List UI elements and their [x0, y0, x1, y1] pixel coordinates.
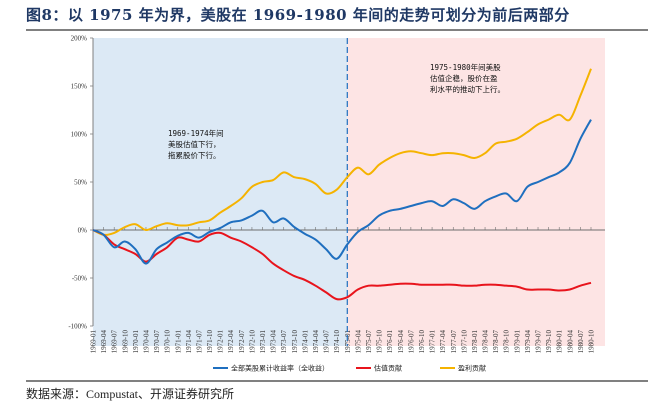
x-tick-label: 1977-07 [450, 330, 458, 354]
x-tick-label: 1980-10 [588, 330, 596, 354]
x-tick-label: 1979-10 [545, 330, 553, 354]
y-tick-label: 100% [71, 131, 88, 139]
legend-label: 估值贡献 [374, 364, 402, 373]
x-tick-label: 1970-01 [132, 330, 140, 354]
annotation-1975-1980: 1975-1980年间美股 [430, 62, 501, 72]
annotation-1975-1980: 估值企稳，股价在盈 [430, 73, 498, 83]
region-1975-1980 [347, 38, 605, 346]
x-tick-label: 1970-04 [142, 330, 150, 354]
series-line-valuation [92, 229, 592, 301]
legend-label: 全部美股累计收益率（全收益） [231, 364, 329, 373]
source-note: 数据来源：Compustat、开源证券研究所 [26, 387, 235, 401]
x-tick-label: 1972-07 [238, 330, 246, 354]
footer-rule [26, 380, 648, 382]
x-tick-label: 1977-04 [439, 330, 447, 354]
x-tick-label: 1980-01 [556, 330, 564, 354]
x-tick-label: 1975-10 [376, 330, 384, 354]
annotation-1969-1974: 美股估值下行， [168, 139, 221, 149]
x-tick-label: 1978-10 [503, 330, 511, 354]
x-tick-label: 1979-07 [535, 330, 543, 354]
x-tick-label: 1972-10 [248, 330, 256, 354]
x-tick-label: 1979-01 [513, 330, 521, 354]
x-tick-label: 1980-04 [566, 330, 574, 354]
x-tick-label: 1969-07 [111, 330, 119, 354]
x-tick-label: 1976-04 [397, 330, 405, 354]
y-tick-label: 150% [71, 83, 88, 91]
series-line-earnings [92, 68, 592, 236]
y-tick-label: 50% [74, 179, 87, 187]
x-tick-label: 1971-07 [195, 330, 203, 354]
x-tick-label: 1974-01 [301, 330, 309, 354]
x-tick-label: 1974-07 [323, 330, 331, 354]
figure-title: 图8：以 1975 年为界，美股在 1969-1980 年间的走势可划分为前后两… [26, 6, 570, 24]
x-tick-label: 1974-10 [333, 330, 341, 354]
x-tick-label: 1971-01 [174, 330, 182, 354]
x-tick-label: 1970-07 [153, 330, 161, 354]
x-tick-label: 1973-04 [270, 330, 278, 354]
x-tick-label: 1978-07 [492, 330, 500, 354]
x-tick-label: 1973-10 [291, 330, 299, 354]
y-tick-label: -50% [72, 275, 87, 283]
y-tick-label: 200% [71, 35, 88, 43]
x-tick-label: 1974-04 [312, 330, 320, 354]
x-tick-label: 1976-10 [418, 330, 426, 354]
annotation-1969-1974: 拖累股价下行。 [168, 150, 221, 160]
x-tick-label: 1980-07 [577, 330, 585, 354]
x-tick-label: 1977-10 [460, 330, 468, 354]
annotation-1969-1974: 1969-1974年间 [168, 128, 224, 138]
region-1969-1974 [93, 38, 348, 346]
x-tick-label: 1973-01 [259, 330, 267, 354]
legend-label: 盈利贡献 [458, 364, 486, 373]
x-tick-label: 1972-01 [217, 330, 225, 354]
x-tick-label: 1971-04 [185, 330, 193, 354]
x-tick-label: 1973-07 [280, 330, 288, 354]
x-tick-label: 1971-10 [206, 330, 214, 354]
x-tick-label: 1969-10 [121, 330, 129, 354]
header-rule [26, 29, 648, 31]
annotation-1975-1980: 利水平的推动下上行。 [430, 84, 505, 94]
x-tick-label: 1975-01 [344, 330, 352, 354]
x-tick-label: 1972-04 [227, 330, 235, 354]
x-tick-label: 1978-04 [482, 330, 490, 354]
x-tick-label: 1976-07 [407, 330, 415, 354]
x-tick-label: 1975-04 [354, 330, 362, 354]
x-tick-label: 1969-01 [90, 330, 98, 354]
y-tick-label: 0% [78, 227, 88, 235]
x-tick-label: 1976-01 [386, 330, 394, 354]
x-tick-label: 1970-10 [164, 330, 172, 354]
y-tick-label: -100% [68, 323, 87, 331]
x-tick-label: 1979-04 [524, 330, 532, 354]
series-line-total-return [92, 119, 592, 265]
x-tick-label: 1975-07 [365, 330, 373, 354]
x-tick-label: 1977-01 [429, 330, 437, 354]
x-tick-label: 1978-01 [471, 330, 479, 354]
x-tick-label: 1969-04 [100, 330, 108, 354]
